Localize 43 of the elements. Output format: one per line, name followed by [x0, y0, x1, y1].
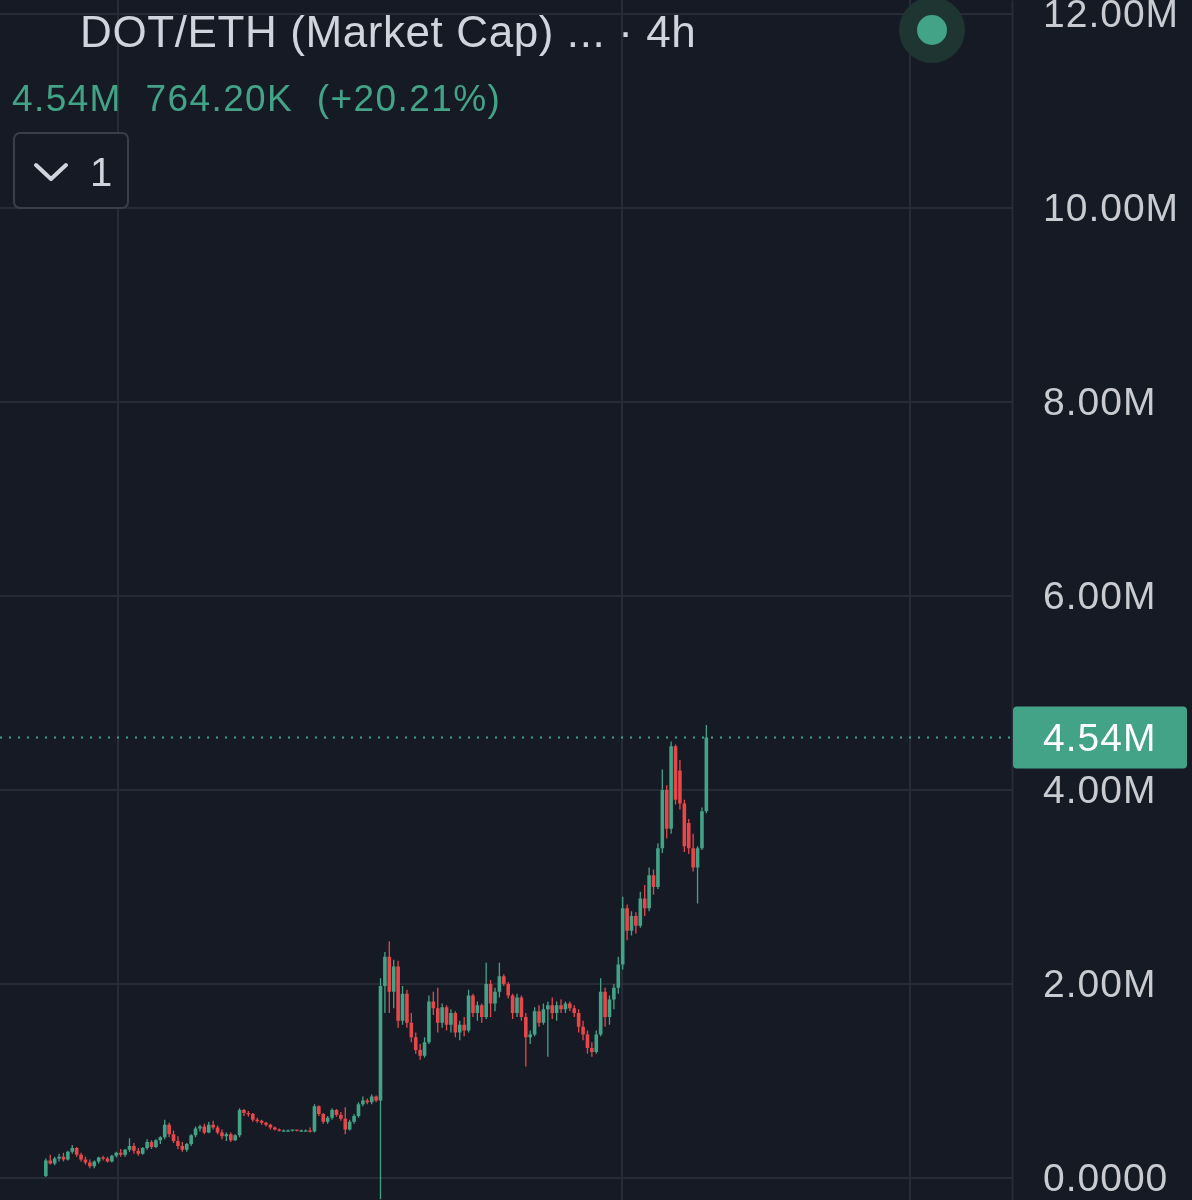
- ref-line-label: 4.54M: [1043, 716, 1157, 760]
- candlestick: [493, 987, 497, 1012]
- toggle-button: 1: [13, 132, 129, 209]
- candlestick: [264, 1121, 268, 1127]
- candlestick: [299, 1129, 304, 1132]
- candlestick: [581, 1020, 585, 1041]
- candlestick: [176, 1136, 180, 1149]
- candlestick: [559, 999, 563, 1014]
- candlestick: [88, 1159, 92, 1169]
- y-tick-label: 12.00M: [1043, 0, 1180, 35]
- y-tick-label: 6.00M: [1043, 573, 1157, 617]
- candlestick: [295, 1129, 299, 1132]
- y-tick-label: 8.00M: [1043, 379, 1157, 423]
- y-tick-label: 0.0000: [1043, 1155, 1169, 1199]
- candlestick: [449, 1009, 453, 1033]
- candlestick: [132, 1143, 136, 1154]
- y-tick-label: 2.00M: [1043, 961, 1157, 1005]
- candlestick: [634, 912, 638, 934]
- candlestick: [101, 1155, 105, 1161]
- candlestick: [286, 1129, 290, 1132]
- candlestick: [57, 1153, 61, 1162]
- candlestick: [281, 1129, 286, 1132]
- candlestick: [361, 1096, 365, 1107]
- candlestick: [537, 1005, 541, 1027]
- chart-title: DOT/ETH (Market Cap) ... · 4h: [80, 7, 697, 56]
- candlestick: [198, 1124, 202, 1132]
- candlestick: [383, 951, 387, 1014]
- candlestick: [303, 1129, 308, 1132]
- candlestick: [220, 1129, 224, 1140]
- candlestick: [277, 1128, 282, 1132]
- candlestick: [330, 1108, 334, 1120]
- candlestick: [590, 1042, 594, 1057]
- y-tick-label: 4.00M: [1043, 767, 1157, 811]
- candlestick: [123, 1148, 127, 1157]
- candlestick: [308, 1127, 312, 1133]
- candlestick: [352, 1113, 356, 1124]
- y-tick-label: 10.00M: [1043, 185, 1180, 229]
- candlestick: [603, 987, 607, 1027]
- candlestick: [79, 1152, 83, 1162]
- candlestick: [625, 904, 629, 941]
- annotation: 1: [90, 150, 113, 194]
- text: 4.54M 764.20K (+20.21%): [12, 78, 502, 119]
- candlestick: [242, 1109, 246, 1116]
